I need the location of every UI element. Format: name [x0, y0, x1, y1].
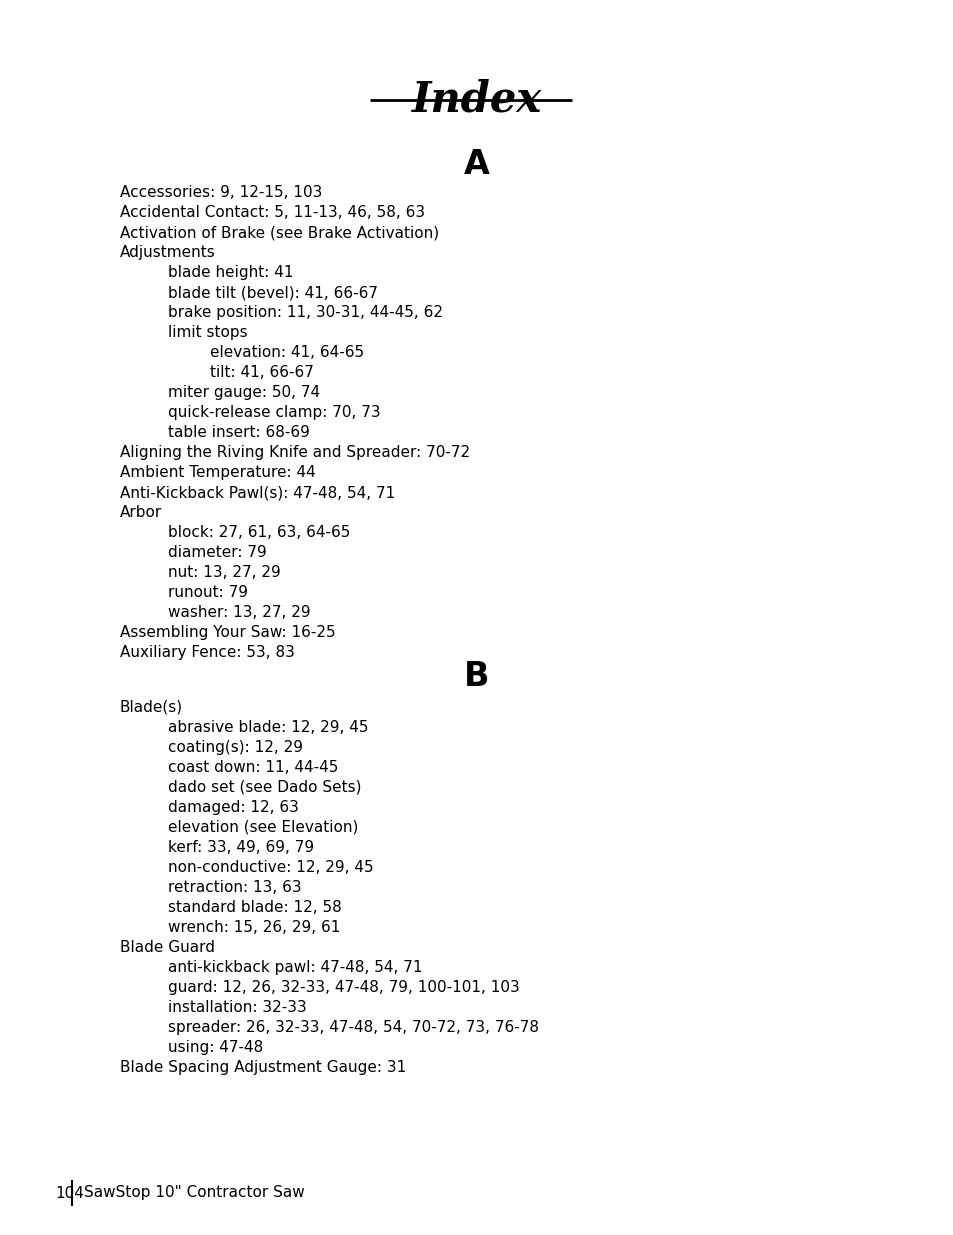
Text: spreader: 26, 32-33, 47-48, 54, 70-72, 73, 76-78: spreader: 26, 32-33, 47-48, 54, 70-72, 7… [168, 1020, 538, 1035]
Text: Anti-Kickback Pawl(s): 47-48, 54, 71: Anti-Kickback Pawl(s): 47-48, 54, 71 [120, 485, 395, 500]
Text: brake position: 11, 30-31, 44-45, 62: brake position: 11, 30-31, 44-45, 62 [168, 305, 442, 320]
Text: Adjustments: Adjustments [120, 245, 215, 261]
Text: block: 27, 61, 63, 64-65: block: 27, 61, 63, 64-65 [168, 525, 350, 540]
Text: blade tilt (bevel): 41, 66-67: blade tilt (bevel): 41, 66-67 [168, 285, 377, 300]
Text: dado set (see Dado Sets): dado set (see Dado Sets) [168, 781, 361, 795]
Text: elevation: 41, 64-65: elevation: 41, 64-65 [210, 345, 364, 359]
Text: quick-release clamp: 70, 73: quick-release clamp: 70, 73 [168, 405, 380, 420]
Text: Blade Spacing Adjustment Gauge: 31: Blade Spacing Adjustment Gauge: 31 [120, 1060, 406, 1074]
Text: blade height: 41: blade height: 41 [168, 266, 294, 280]
Text: Blade Guard: Blade Guard [120, 940, 214, 955]
Text: Ambient Temperature: 44: Ambient Temperature: 44 [120, 466, 315, 480]
Text: abrasive blade: 12, 29, 45: abrasive blade: 12, 29, 45 [168, 720, 368, 735]
Text: tilt: 41, 66-67: tilt: 41, 66-67 [210, 366, 314, 380]
Text: installation: 32-33: installation: 32-33 [168, 1000, 307, 1015]
Text: nut: 13, 27, 29: nut: 13, 27, 29 [168, 564, 280, 580]
Text: kerf: 33, 49, 69, 79: kerf: 33, 49, 69, 79 [168, 840, 314, 855]
Text: Arbor: Arbor [120, 505, 162, 520]
Text: standard blade: 12, 58: standard blade: 12, 58 [168, 900, 341, 915]
Text: using: 47-48: using: 47-48 [168, 1040, 263, 1055]
Text: washer: 13, 27, 29: washer: 13, 27, 29 [168, 605, 311, 620]
Text: Blade(s): Blade(s) [120, 700, 183, 715]
Text: damaged: 12, 63: damaged: 12, 63 [168, 800, 298, 815]
Text: elevation (see Elevation): elevation (see Elevation) [168, 820, 358, 835]
Text: Assembling Your Saw: 16-25: Assembling Your Saw: 16-25 [120, 625, 335, 640]
Text: B: B [464, 659, 489, 693]
Text: runout: 79: runout: 79 [168, 585, 248, 600]
Text: limit stops: limit stops [168, 325, 248, 340]
Text: Aligning the Riving Knife and Spreader: 70-72: Aligning the Riving Knife and Spreader: … [120, 445, 470, 459]
Text: Index: Index [412, 78, 541, 120]
Text: miter gauge: 50, 74: miter gauge: 50, 74 [168, 385, 320, 400]
Text: retraction: 13, 63: retraction: 13, 63 [168, 881, 301, 895]
Text: Activation of Brake (see Brake Activation): Activation of Brake (see Brake Activatio… [120, 225, 438, 240]
Text: diameter: 79: diameter: 79 [168, 545, 267, 559]
Text: Auxiliary Fence: 53, 83: Auxiliary Fence: 53, 83 [120, 645, 294, 659]
Text: coating(s): 12, 29: coating(s): 12, 29 [168, 740, 303, 755]
Text: A: A [463, 148, 490, 182]
Text: coast down: 11, 44-45: coast down: 11, 44-45 [168, 760, 338, 776]
Text: anti-kickback pawl: 47-48, 54, 71: anti-kickback pawl: 47-48, 54, 71 [168, 960, 422, 974]
Text: SawStop 10" Contractor Saw: SawStop 10" Contractor Saw [84, 1186, 304, 1200]
Text: Accidental Contact: 5, 11-13, 46, 58, 63: Accidental Contact: 5, 11-13, 46, 58, 63 [120, 205, 425, 220]
Text: non-conductive: 12, 29, 45: non-conductive: 12, 29, 45 [168, 860, 374, 876]
Text: Accessories: 9, 12-15, 103: Accessories: 9, 12-15, 103 [120, 185, 322, 200]
Text: table insert: 68-69: table insert: 68-69 [168, 425, 310, 440]
Text: wrench: 15, 26, 29, 61: wrench: 15, 26, 29, 61 [168, 920, 340, 935]
Text: guard: 12, 26, 32-33, 47-48, 79, 100-101, 103: guard: 12, 26, 32-33, 47-48, 79, 100-101… [168, 981, 519, 995]
Text: 104: 104 [55, 1186, 84, 1200]
